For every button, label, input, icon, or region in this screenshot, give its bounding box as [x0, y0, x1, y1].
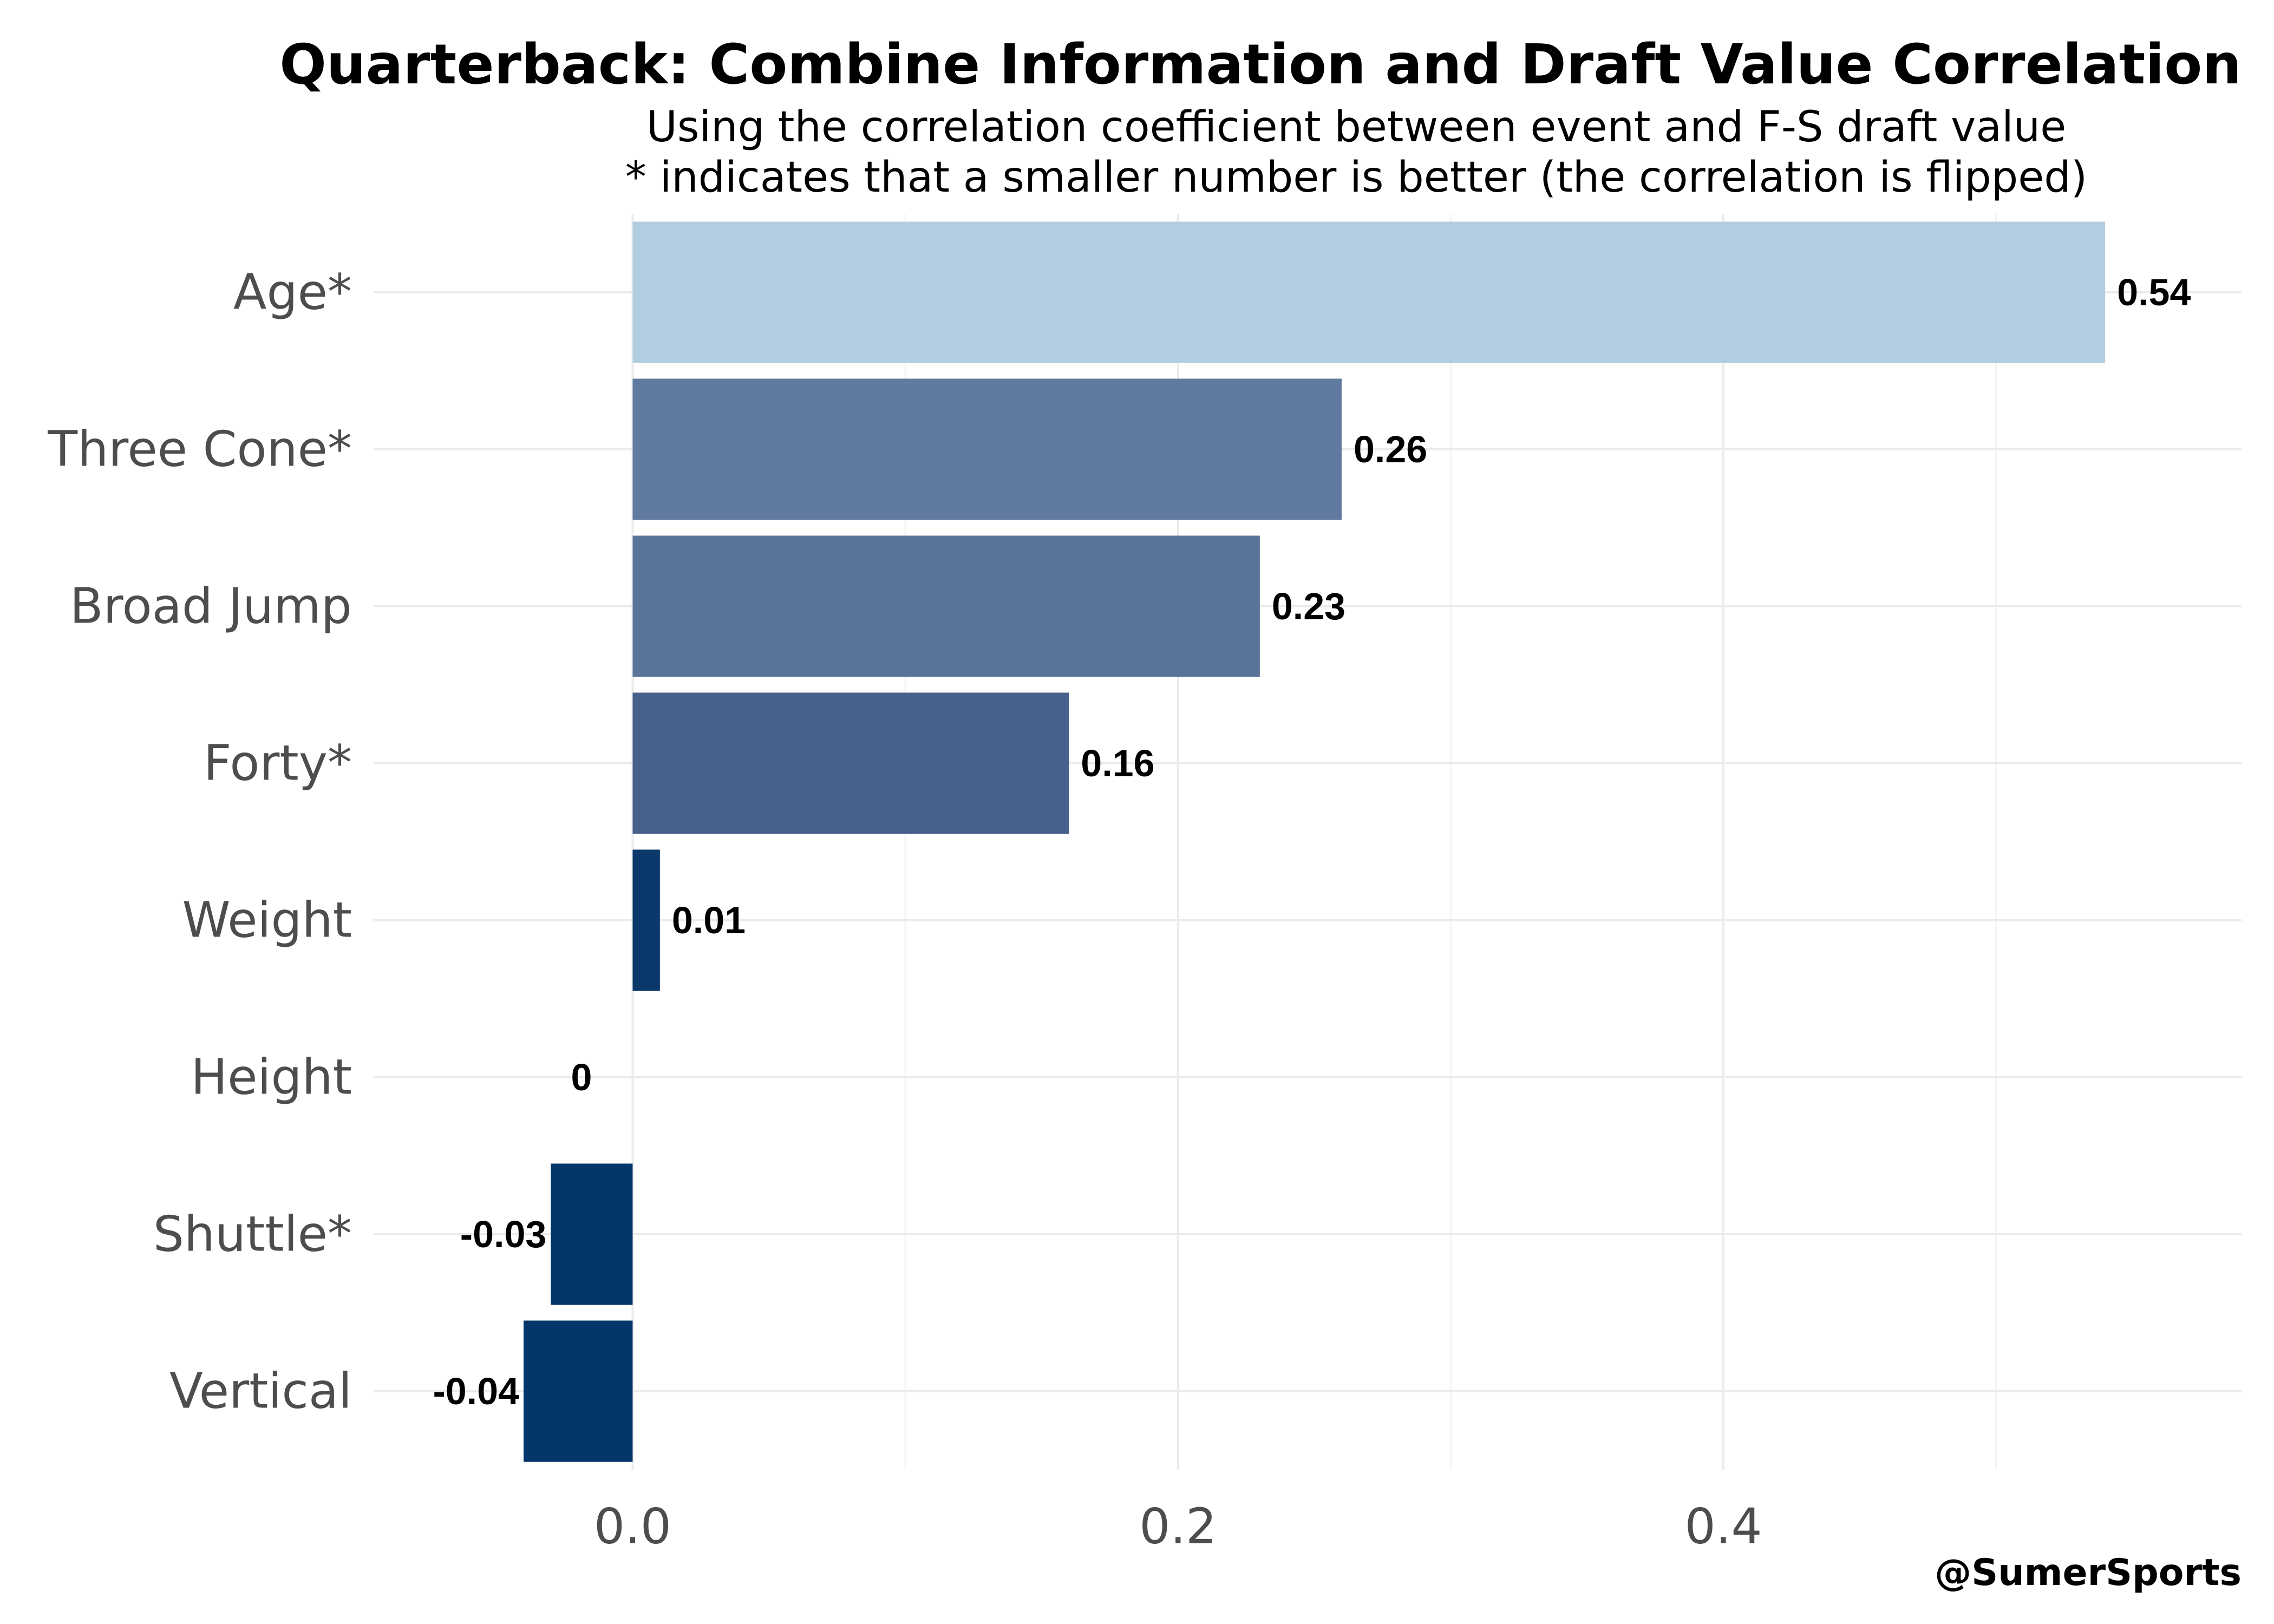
value-labels: 0.54 0.26 0.23 0.16 0.01 0 -0.03 -0.04	[433, 271, 2191, 1412]
y-tick-label: Weight	[182, 892, 352, 949]
value-label: 0.23	[1272, 585, 1345, 627]
bars	[524, 221, 2106, 1462]
value-label: 0	[571, 1056, 592, 1098]
y-tick-label: Three Cone*	[47, 421, 352, 478]
chart-title: Quarterback: Combine Information and Dra…	[279, 32, 2242, 97]
value-label: -0.03	[460, 1213, 547, 1255]
bar-weight	[632, 849, 660, 991]
x-tick-label: 0.2	[1139, 1498, 1217, 1555]
source-credit: @SumerSports	[1935, 1551, 2242, 1594]
x-tick-label: 0.4	[1684, 1498, 1762, 1555]
bar-broad-jump	[632, 535, 1260, 677]
y-tick-label: Age*	[233, 264, 352, 321]
y-tick-label: Height	[191, 1049, 352, 1106]
value-label: 0.16	[1081, 742, 1154, 784]
bar-shuttle	[551, 1163, 633, 1305]
x-tick-label: 0.0	[594, 1498, 671, 1555]
value-label: -0.04	[433, 1370, 519, 1412]
x-axis-ticks: 0.0 0.2 0.4	[594, 1498, 1762, 1555]
bar-three-cone	[632, 378, 1342, 520]
bar-vertical	[524, 1320, 633, 1462]
bar-forty	[632, 692, 1069, 834]
value-label: 0.54	[2117, 271, 2191, 313]
chart-subtitle-line-2: * indicates that a smaller number is bet…	[625, 153, 2088, 202]
y-axis-ticks: Age* Three Cone* Broad Jump Forty* Weight Hei…	[47, 264, 352, 1420]
value-label: 0.26	[1354, 428, 1427, 470]
y-tick-label: Forty*	[204, 735, 352, 792]
y-tick-label: Broad Jump	[70, 578, 352, 635]
y-tick-label: Shuttle*	[153, 1206, 352, 1263]
chart-subtitle-line-1: Using the correlation coefficient betwee…	[646, 103, 2067, 152]
value-label: 0.01	[672, 899, 746, 941]
y-tick-label: Vertical	[169, 1363, 352, 1420]
bar-age	[632, 221, 2106, 363]
